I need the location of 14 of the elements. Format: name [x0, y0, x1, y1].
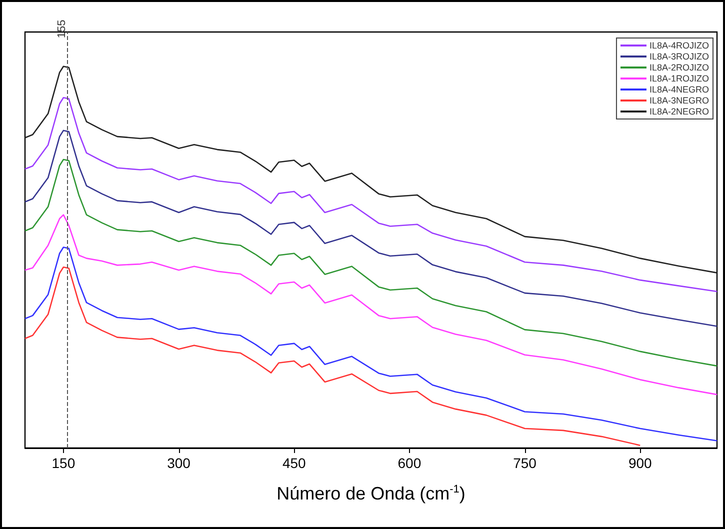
x-tick-label: 750 — [513, 455, 537, 471]
x-tick-label: 600 — [398, 455, 422, 471]
legend-label: IL8A-4NEGRO — [649, 84, 710, 94]
legend-label: IL8A-1ROJIZO — [649, 74, 709, 84]
legend-label: IL8A-3ROJIZO — [649, 52, 709, 62]
legend-label: IL8A-2NEGRO — [649, 106, 710, 116]
x-tick-label: 450 — [282, 455, 306, 471]
legend-label: IL8A-3NEGRO — [649, 96, 710, 106]
ref-line-label: 155 — [56, 20, 68, 38]
x-tick-label: 150 — [52, 455, 76, 471]
x-tick-label: 900 — [628, 455, 652, 471]
legend-label: IL8A-2ROJIZO — [649, 62, 709, 72]
legend-label: IL8A-4ROJIZO — [649, 40, 709, 50]
x-tick-label: 300 — [167, 455, 191, 471]
